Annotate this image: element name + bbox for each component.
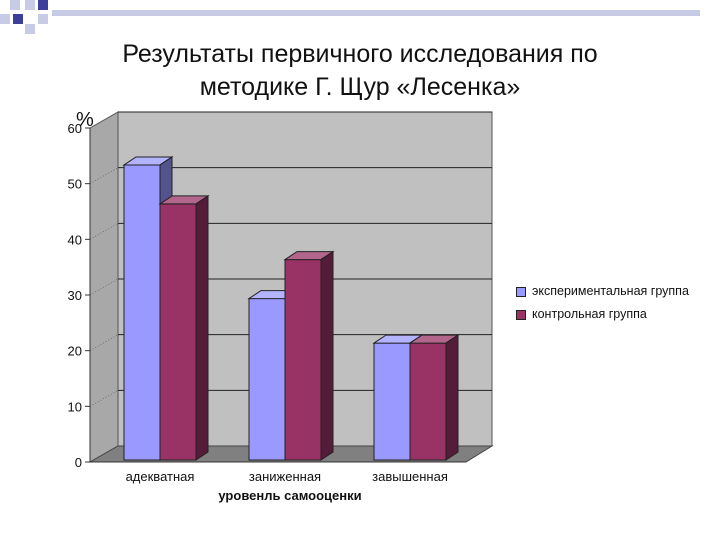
bar-experimental-3	[373, 342, 411, 461]
legend-label-control: контрольная группа	[532, 307, 647, 321]
deco-square	[0, 14, 10, 24]
y-axis-label: %	[76, 109, 94, 131]
chart-side-wall	[89, 111, 119, 463]
deco-square	[38, 0, 48, 10]
bar-side-face	[195, 194, 209, 461]
bar-control-1	[159, 203, 197, 461]
y-tick-label: 10	[68, 399, 82, 414]
slide-title-line-2: методике Г. Щур «Лесенка»	[199, 73, 521, 101]
x-tick-label: заниженная	[249, 469, 321, 484]
legend-swatch-experimental	[516, 287, 526, 297]
slide-decoration	[0, 0, 700, 34]
bar-control-2	[284, 259, 322, 461]
bar-control-3	[409, 342, 447, 461]
y-tick-label: 20	[68, 344, 82, 359]
legend-label-experimental: экспериментальная группа	[532, 284, 689, 298]
deco-bar	[52, 10, 700, 16]
legend-item-experimental: экспериментальная группа	[513, 284, 708, 299]
bar-side-face	[445, 334, 459, 461]
legend-swatch-control	[516, 310, 526, 320]
bar-experimental-2	[248, 298, 286, 461]
y-tick-label: 0	[75, 455, 82, 470]
x-tick-label: адекватная	[126, 469, 195, 484]
chart-legend: экспериментальная группа контрольная гру…	[513, 284, 708, 330]
slide-title: Результаты первичного исследования по ме…	[40, 38, 680, 104]
deco-square	[25, 0, 35, 10]
y-tick-label: 60	[68, 121, 82, 136]
x-tick-label: завышенная	[372, 469, 448, 484]
deco-square	[25, 24, 35, 34]
deco-square	[38, 14, 48, 24]
deco-square	[10, 0, 20, 10]
x-axis-title: уровенль самооценки	[218, 488, 362, 503]
deco-square	[13, 14, 23, 24]
slide-title-line-1: Результаты первичного исследования по	[122, 40, 598, 68]
y-tick-label: 50	[68, 177, 82, 192]
legend-item-control: контрольная группа	[513, 307, 708, 322]
y-tick-label: 30	[68, 288, 82, 303]
bar-side-face	[320, 250, 334, 461]
bar-experimental-1	[123, 164, 161, 461]
y-tick-label: 40	[68, 232, 82, 247]
